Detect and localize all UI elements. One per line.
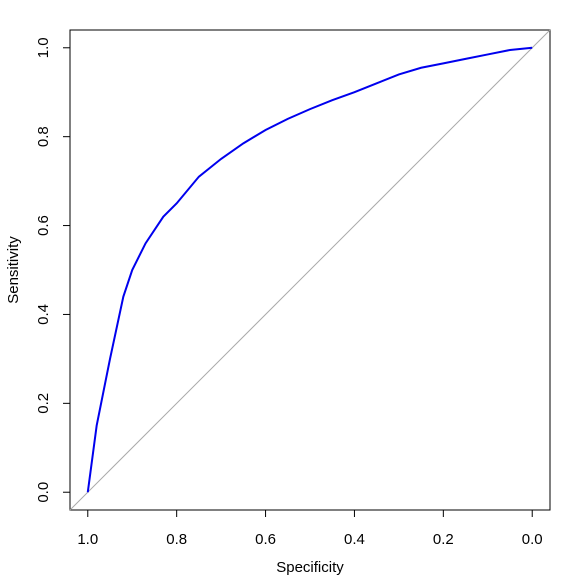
x-tick-label: 0.8 — [166, 531, 187, 548]
y-tick-label: 0.8 — [35, 126, 52, 147]
x-axis-title: Specificity — [276, 559, 344, 576]
plot-box — [69, 29, 551, 511]
y-axis-title: Sensitivity — [5, 236, 22, 304]
y-tick-label: 0.0 — [35, 482, 52, 503]
x-tick-label: 0.2 — [433, 531, 454, 548]
x-tick-label: 1.0 — [77, 531, 98, 548]
x-tick-label: 0.0 — [522, 531, 543, 548]
x-tick-label: 0.4 — [344, 531, 365, 548]
y-tick-label: 1.0 — [35, 37, 52, 58]
reference-line — [69, 29, 551, 511]
y-tick-label: 0.2 — [35, 393, 52, 414]
y-tick-label: 0.6 — [35, 215, 52, 236]
y-tick-label: 0.4 — [35, 304, 52, 325]
x-tick-label: 0.6 — [255, 531, 276, 548]
roc-curve — [86, 46, 533, 493]
